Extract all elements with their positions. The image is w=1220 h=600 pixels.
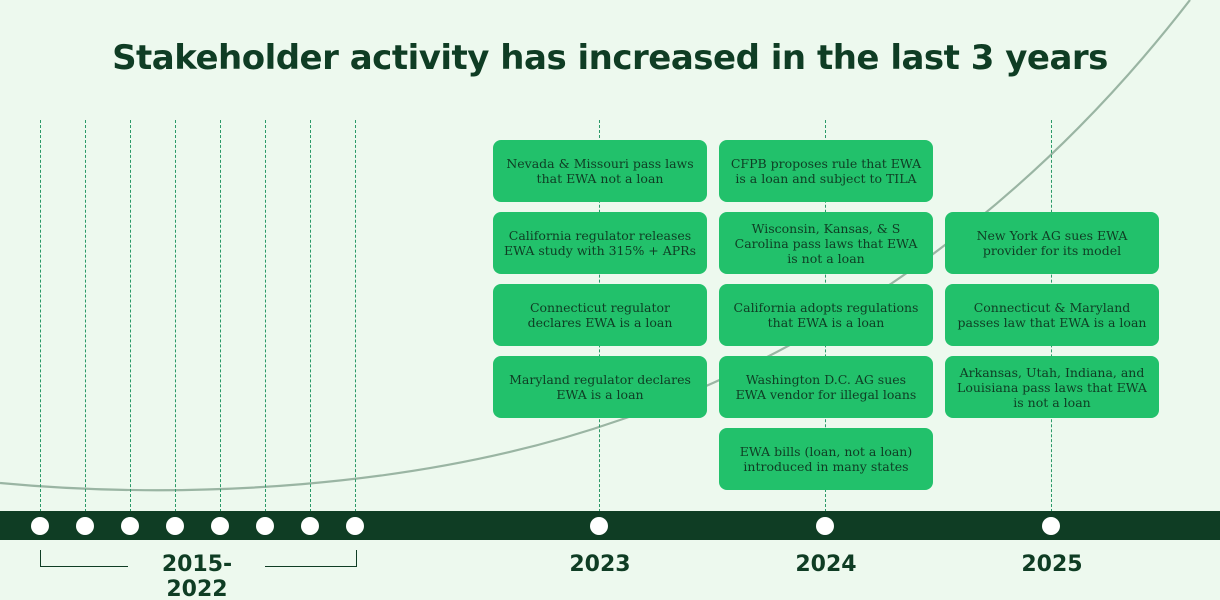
year-label-range: 2015-2022 [161, 552, 233, 600]
event-card-2025: Arkansas, Utah, Indiana, and Louisiana p… [945, 356, 1159, 418]
timeline-guide-line [40, 120, 41, 512]
year-label-2023: 2023 [569, 552, 631, 577]
timeline-dot [121, 517, 139, 535]
timeline-dot [211, 517, 229, 535]
timeline-dot [31, 517, 49, 535]
event-card-2024: EWA bills (loan, not a loan) introduced … [719, 428, 933, 490]
timeline-dot [166, 517, 184, 535]
event-card-2023: Connecticut regulator declares EWA is a … [493, 284, 707, 346]
timeline-bar [0, 511, 1220, 540]
timeline-guide-line [85, 120, 86, 512]
year-range-bracket [40, 550, 357, 567]
event-card-2025: Connecticut & Maryland passes law that E… [945, 284, 1159, 346]
event-card-2023: Nevada & Missouri pass laws that EWA not… [493, 140, 707, 202]
event-card-2025: New York AG sues EWA provider for its mo… [945, 212, 1159, 274]
timeline-dot-2025 [1042, 517, 1060, 535]
timeline-dot [256, 517, 274, 535]
timeline-guide-line [220, 120, 221, 512]
timeline-guide-line [310, 120, 311, 512]
event-card-2024: Wisconsin, Kansas, & S Carolina pass law… [719, 212, 933, 274]
timeline-dot [301, 517, 319, 535]
page-title: Stakeholder activity has increased in th… [112, 38, 1108, 78]
event-card-2024: California adopts regulations that EWA i… [719, 284, 933, 346]
timeline-guide-line [355, 120, 356, 512]
year-label-2024: 2024 [795, 552, 857, 577]
event-card-2024: Washington D.C. AG sues EWA vendor for i… [719, 356, 933, 418]
timeline-guide-line [265, 120, 266, 512]
timeline-dot-2024 [816, 517, 834, 535]
event-card-2024: CFPB proposes rule that EWA is a loan an… [719, 140, 933, 202]
timeline-dot [76, 517, 94, 535]
timeline-guide-line [130, 120, 131, 512]
timeline-dot [346, 517, 364, 535]
year-label-2025: 2025 [1021, 552, 1083, 577]
timeline-dot-2023 [590, 517, 608, 535]
timeline-guide-line [175, 120, 176, 512]
event-card-2023: California regulator releases EWA study … [493, 212, 707, 274]
event-card-2023: Maryland regulator declares EWA is a loa… [493, 356, 707, 418]
